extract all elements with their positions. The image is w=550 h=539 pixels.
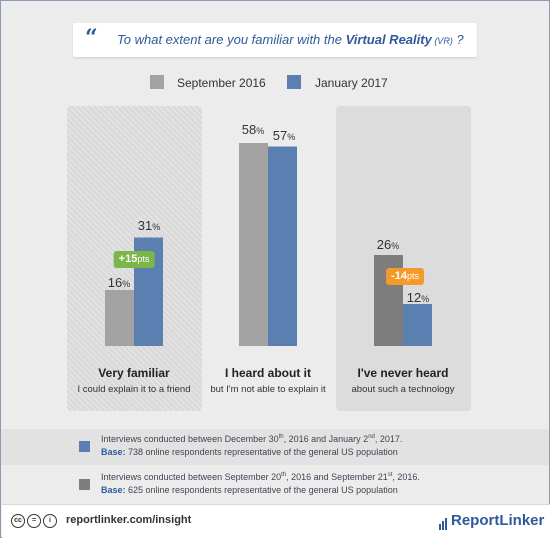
value-label-very-familiar-jan2017: 31% [137,218,161,233]
panel-very-familiar [67,106,202,411]
note-interview-dates: Interviews conducted between September 2… [101,472,420,482]
category-sublabel-heard: but I'm not able to explain it [210,384,326,395]
change-badge-never-heard: -14pts [386,268,424,285]
question-box: “ To what extent are you familiar with t… [73,23,477,57]
bar-very-familiar-sep2016 [105,290,134,346]
legend-swatch-jan2017 [287,75,301,89]
note-base: Base: 738 online respondents representat… [101,447,398,457]
legend-label-sep2016: September 2016 [177,76,266,90]
note-swatch-sep2016 [79,479,90,490]
no-derivatives-icon: = [27,514,41,528]
bar-heard-jan2017 [268,146,297,346]
value-label-very-familiar-sep2016: 16% [107,275,131,290]
question-text: To what extent are you familiar with the… [117,32,464,47]
footer: cc = i reportlinker.com/insight ReportLi… [2,504,550,538]
value-label-heard-jan2017: 57% [272,128,296,143]
category-sublabel-never-heard: about such a technology [351,384,455,395]
attribution-icon: i [43,514,57,528]
change-badge-very-familiar: +15pts [113,251,155,268]
value-label-never-jan2017: 12% [406,290,430,305]
category-label-heard: I heard about it [224,366,312,380]
value-label-heard-sep2016: 58% [241,122,265,137]
methodology-note-jan2017: Interviews conducted between December 30… [1,429,549,465]
bar-heard-sep2016 [239,143,268,346]
legend-swatch-sep2016 [150,75,164,89]
category-label-very-familiar: Very familiar [98,366,170,380]
logo-bars-icon [439,513,448,530]
quote-icon: “ [85,25,98,51]
note-base: Base: 625 online respondents representat… [101,485,398,495]
category-sublabel-very-familiar: I could explain it to a friend [77,384,191,395]
creative-commons-icon: cc [11,514,25,528]
brand-logo: ReportLinker [439,512,544,530]
website-link[interactable]: reportlinker.com/insight [66,514,192,526]
value-label-never-sep2016: 26% [376,237,400,252]
note-interview-dates: Interviews conducted between December 30… [101,434,403,444]
legend-label-jan2017: January 2017 [315,76,388,90]
category-label-never-heard: I've never heard [357,366,449,380]
bar-never-heard-jan2017 [403,304,432,346]
methodology-note-sep2016: Interviews conducted between September 2… [1,467,549,503]
panel-never-heard [336,106,471,411]
note-swatch-jan2017 [79,441,90,452]
